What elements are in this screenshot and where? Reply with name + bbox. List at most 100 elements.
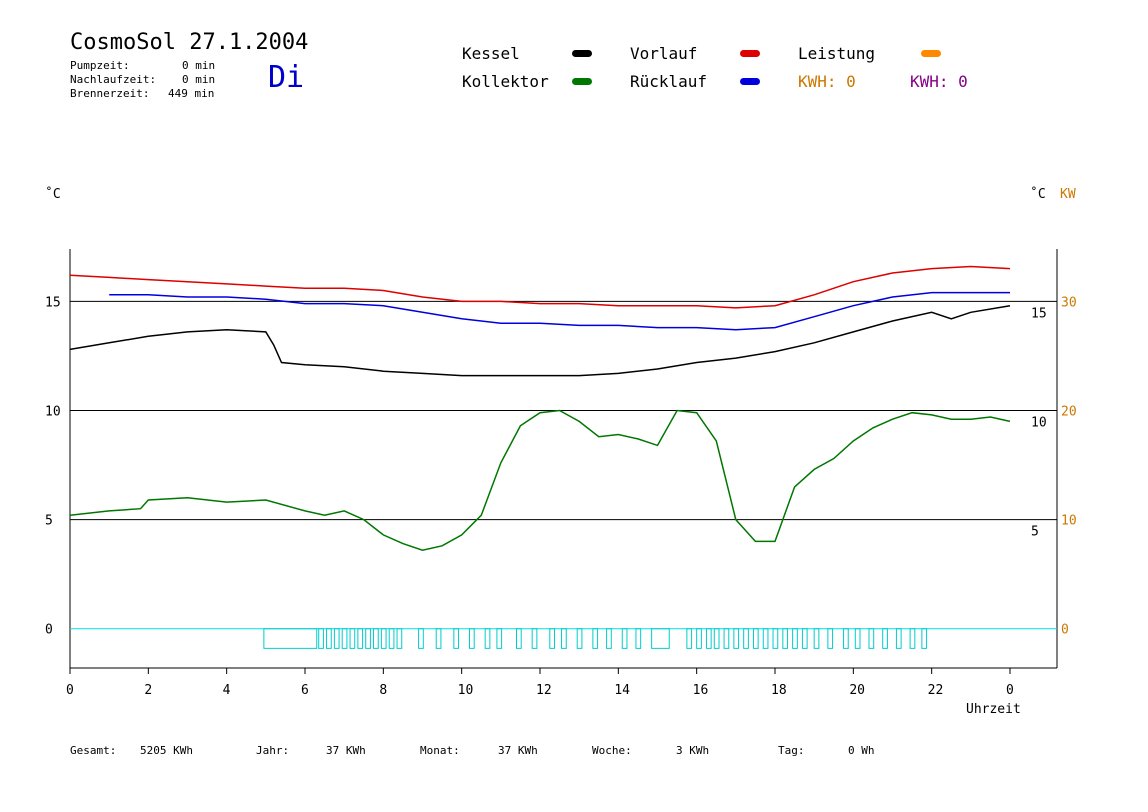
legend-kwh-right: KWH: 0 (910, 72, 968, 91)
pump-pulse (854, 628, 861, 649)
x-tick-label: 0 (1006, 683, 1014, 698)
footer-monat-value: 37 KWh (498, 744, 538, 757)
pump-pulse (686, 628, 693, 649)
pump-pulse (484, 628, 491, 649)
right-unit-label: ˚C (1030, 187, 1046, 202)
legend-leistung-swatch (921, 50, 941, 57)
pump-pulse (752, 628, 759, 649)
pump-pulse (606, 628, 612, 649)
pump-pulse (621, 628, 628, 649)
pump-pulse (496, 628, 503, 649)
pump-pulse (263, 628, 318, 649)
pump-pulse (705, 628, 712, 649)
pump-pulse (843, 628, 849, 649)
footer-jahr-value: 37 KWh (326, 744, 366, 757)
pump-pulse (713, 628, 720, 649)
x-tick-label: 6 (301, 683, 309, 698)
legend-kessel-swatch (572, 50, 592, 57)
pump-pulse (380, 628, 387, 649)
pump-pulse (733, 628, 740, 649)
pump-pulse (813, 628, 820, 649)
pump-pulse (762, 628, 769, 649)
pump-pulse (341, 628, 348, 649)
x-tick-label: 2 (144, 683, 152, 698)
pump-pulse (635, 628, 642, 649)
pump-pulse (743, 628, 749, 649)
pump-pulse (333, 628, 340, 649)
x-tick-label: 16 (693, 683, 709, 698)
pump-pulse (801, 628, 808, 649)
pump-pulse (561, 628, 567, 649)
legend-kollektor-swatch (572, 78, 592, 85)
pump-pulse (453, 628, 460, 649)
left-tick-label: 10 (45, 404, 61, 419)
x-tick-label: 4 (223, 683, 231, 698)
pump-pulse (782, 628, 789, 649)
x-tick-label: 22 (928, 683, 944, 698)
footer-gesamt-label: Gesamt: (70, 744, 117, 757)
pump-pulse (882, 628, 888, 649)
pump-pulse (651, 628, 670, 649)
pump-pulse (827, 628, 834, 649)
x-tick-label: 14 (614, 683, 630, 698)
pump-pulse (549, 628, 555, 649)
x-tick-label: 8 (379, 683, 387, 698)
pump-pulse (772, 628, 779, 649)
legend-leistung-label: Leistung (798, 44, 876, 63)
x-tick-label: 20 (849, 683, 865, 698)
footer-jahr-label: Jahr: (256, 744, 290, 757)
legend-kwh-left: KWH: 0 (798, 72, 856, 91)
pump-pulse (516, 628, 522, 649)
series-line-vorlauf (69, 265, 1011, 309)
series-line-kessel (69, 304, 1011, 377)
nachlaufzeit-value: 0 min (182, 73, 216, 86)
series-line-rücklauf (109, 291, 1010, 331)
brennerzeit-label: Brennerzeit: (70, 87, 150, 100)
pump-pulse (418, 628, 424, 649)
x-tick-label: 10 (458, 683, 474, 698)
pump-pulse (326, 628, 332, 649)
pump-pulse (592, 628, 599, 649)
right-unit-kw-label: KW (1060, 187, 1076, 202)
pump-pulse (895, 628, 902, 649)
pump-pulse (365, 628, 371, 649)
legend-vorlauf-swatch (740, 50, 760, 57)
legend-ruecklauf-swatch (740, 78, 760, 85)
series-line-kollektor (69, 409, 1011, 551)
legend-ruecklauf-label: Rücklauf (630, 72, 708, 91)
pump-pulse (435, 628, 442, 649)
brennerzeit-value: 449 min (168, 87, 215, 100)
weekday-label: Di (268, 60, 305, 95)
legend-vorlauf-label: Vorlauf (630, 44, 698, 63)
left-tick-label: 15 (45, 295, 61, 310)
pump-pulse (531, 628, 538, 649)
footer-tag-value: 0 Wh (848, 744, 875, 757)
inner-right-tick-label: 10 (1031, 415, 1047, 430)
pump-pulse (396, 628, 403, 649)
right-kw-tick-label: 0 (1061, 623, 1069, 638)
pump-pulse (792, 628, 798, 649)
x-tick-label: 18 (771, 683, 787, 698)
left-tick-label: 5 (45, 514, 53, 529)
pump-pulse (868, 628, 875, 649)
pump-pulse (469, 628, 475, 649)
pump-pulse (921, 628, 928, 649)
nachlaufzeit-label: Nachlaufzeit: (70, 73, 157, 86)
page-title: CosmoSol 27.1.2004 (70, 30, 309, 55)
right-kw-tick-label: 10 (1061, 514, 1077, 529)
pump-pulse (373, 628, 379, 649)
footer-woche-value: 3 KWh (676, 744, 710, 757)
footer-woche-label: Woche: (592, 744, 632, 757)
legend-kessel-label: Kessel (462, 44, 520, 63)
x-tick-label: 0 (66, 683, 74, 698)
footer-gesamt-value: 5205 KWh (140, 744, 193, 757)
legend-kollektor-label: Kollektor (462, 72, 549, 91)
pump-pulse (349, 628, 356, 649)
pump-pulse (388, 628, 395, 649)
right-kw-tick-label: 30 (1061, 295, 1077, 310)
pump-pulse (357, 628, 364, 649)
x-axis-label: Uhrzeit (966, 702, 1021, 717)
pumpzeit-label: Pumpzeit: (70, 59, 130, 72)
left-unit-label: ˚C (45, 187, 61, 202)
